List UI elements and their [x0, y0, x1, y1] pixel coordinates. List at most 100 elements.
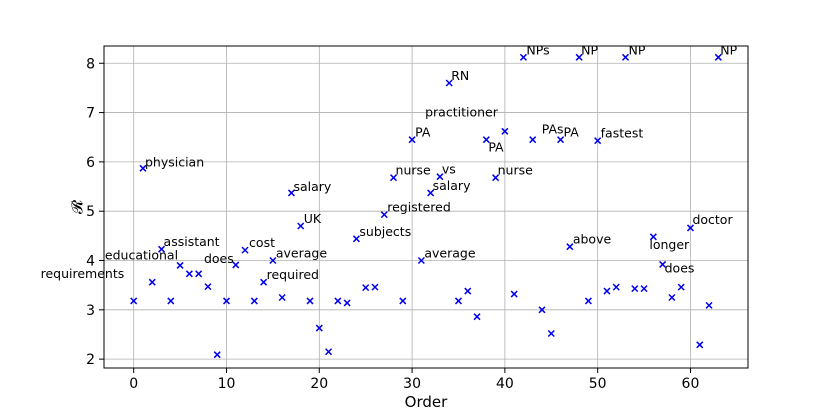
point-annotation: vs — [442, 162, 456, 177]
marker-layer — [130, 53, 722, 359]
scatter-point — [594, 137, 602, 145]
point-annotation: PA — [415, 125, 431, 140]
y-tick-label: 8 — [86, 56, 95, 72]
point-annotation: average — [424, 246, 475, 261]
scatter-point — [185, 270, 193, 278]
scatter-point — [631, 285, 639, 293]
point-marker-stroke — [686, 224, 694, 232]
scatter-point — [584, 297, 592, 305]
point-annotation: longer — [649, 237, 690, 252]
point-marker-stroke — [417, 256, 425, 265]
scatter-point — [454, 297, 463, 305]
scatter-point — [232, 261, 240, 269]
point-marker-stroke — [659, 260, 667, 268]
scatter-point — [510, 290, 518, 298]
scatter-point — [436, 173, 444, 181]
x-tick-label: 10 — [218, 376, 236, 392]
point-marker-stroke — [427, 189, 435, 197]
point-annotation: NP — [581, 42, 598, 57]
point-marker-stroke — [204, 283, 212, 291]
scatter-point — [241, 246, 249, 254]
point-annotation: cost — [249, 235, 275, 250]
point-annotation: educational — [105, 247, 178, 262]
scatter-point — [603, 287, 611, 295]
point-annotation: NP — [720, 42, 737, 57]
x-tick-label: 30 — [403, 376, 421, 392]
point-marker-stroke — [213, 351, 221, 359]
point-marker-stroke — [167, 297, 175, 305]
point-marker-stroke — [492, 174, 500, 182]
plot-frame — [103, 45, 749, 369]
point-marker-stroke — [278, 293, 286, 302]
point-marker-stroke — [575, 53, 583, 61]
scatter-point — [621, 53, 630, 61]
point-marker-stroke — [510, 290, 518, 298]
scatter-point — [343, 299, 351, 307]
x-tick-label: 40 — [496, 376, 514, 392]
point-marker-stroke — [640, 285, 648, 293]
point-marker-stroke — [482, 136, 490, 144]
point-marker-stroke — [334, 297, 342, 305]
scatter-point — [464, 287, 472, 295]
point-marker-stroke — [445, 79, 453, 87]
scatter-point — [167, 297, 175, 305]
scatter-point — [427, 189, 435, 197]
point-marker-stroke — [269, 256, 277, 265]
scatter-point — [222, 297, 231, 305]
scatter-point — [659, 260, 667, 268]
scatter-point — [547, 329, 555, 338]
scatter-point — [287, 189, 295, 197]
point-marker-stroke — [158, 245, 166, 253]
scatter-point — [399, 297, 407, 305]
x-tick-label: 60 — [682, 376, 700, 392]
point-annotation: average — [276, 246, 327, 261]
scatter-point — [482, 136, 490, 144]
point-annotation: requirements — [41, 266, 125, 281]
point-annotation: does — [665, 260, 695, 275]
scatter-point — [315, 324, 323, 332]
scatter-point — [362, 284, 370, 292]
point-annotation: NPs — [526, 42, 549, 57]
point-marker-stroke — [538, 306, 546, 314]
point-marker-stroke — [501, 127, 509, 135]
scatter-point — [575, 53, 583, 61]
point-marker-stroke — [612, 283, 620, 291]
y-tick-label: 4 — [86, 254, 95, 270]
scatter-point — [705, 301, 713, 309]
point-marker-stroke — [185, 270, 193, 278]
scatter-point — [677, 283, 685, 291]
point-annotation: nurse — [396, 163, 431, 178]
scatter-point — [204, 283, 212, 291]
point-annotation: above — [573, 232, 612, 247]
point-annotation: doctor — [692, 212, 733, 227]
point-marker-stroke — [371, 283, 379, 291]
point-marker-stroke — [408, 136, 416, 144]
scatter-point — [529, 136, 537, 144]
scatter-point — [408, 136, 416, 144]
point-annotation: RN — [451, 68, 469, 83]
point-annotation: practitioner — [425, 104, 499, 119]
point-annotation: assistant — [164, 234, 220, 249]
scatter-point — [389, 174, 398, 182]
point-marker-stroke — [139, 164, 147, 172]
scatter-point — [297, 222, 305, 230]
point-marker-stroke — [297, 222, 305, 230]
scatter-point — [445, 79, 453, 87]
point-marker-stroke — [362, 284, 370, 292]
point-marker-stroke — [454, 297, 463, 305]
point-marker-stroke — [649, 233, 657, 241]
point-marker-stroke — [705, 301, 713, 309]
x-axis-title: Order — [405, 393, 448, 411]
point-marker-stroke — [621, 53, 630, 61]
point-marker-stroke — [547, 329, 555, 338]
point-marker-stroke — [195, 270, 203, 278]
y-tick-label: 5 — [86, 204, 95, 220]
scatter-point — [130, 297, 138, 305]
point-marker-stroke — [696, 341, 704, 349]
point-marker-stroke — [714, 53, 722, 61]
scatter-point — [686, 224, 694, 232]
point-marker-stroke — [594, 137, 602, 145]
grid-layer — [104, 46, 748, 368]
scatter-point — [325, 348, 333, 356]
scatter-point — [519, 53, 527, 61]
